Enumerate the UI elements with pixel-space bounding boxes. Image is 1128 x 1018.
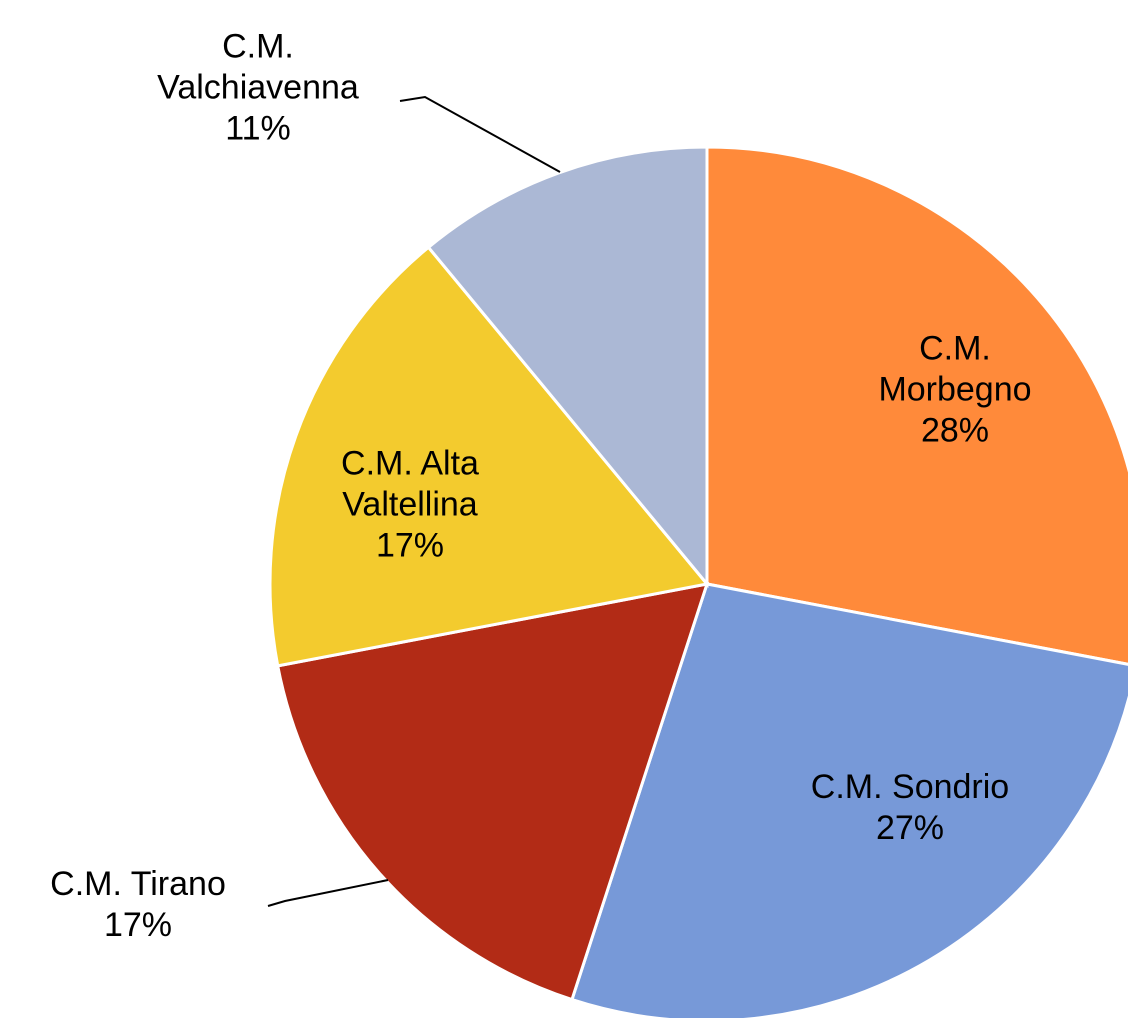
label-value: 17% — [375, 526, 445, 565]
label-name: C.M. Tirano — [50, 865, 226, 903]
label-name: C.M. Sondrio — [810, 768, 1010, 806]
pie-slice — [268, 245, 710, 668]
label-name: C.M. Alta Valtellina — [341, 444, 479, 524]
data-label: C.M. Alta Valtellina 17% — [305, 444, 515, 567]
label-value: 27% — [875, 809, 945, 847]
label-value: 28% — [920, 411, 990, 450]
pie-slice — [275, 582, 710, 1002]
label-name: C.M. Valchiavenna — [157, 27, 359, 107]
pie-slice — [705, 145, 1128, 666]
leader-line — [267, 879, 389, 907]
label-name: C.M. Morbegno — [878, 329, 1032, 409]
label-value: 17% — [103, 906, 173, 944]
data-label: C.M. Tirano 17% — [0, 864, 288, 946]
data-label: C.M. Sondrio 27% — [760, 767, 1060, 849]
leader-line — [399, 95, 561, 173]
data-label: C.M. Valchiavenna 11% — [133, 27, 383, 150]
pie-slice — [570, 582, 1128, 1018]
data-label: C.M. Morbegno 28% — [860, 329, 1050, 452]
label-value: 11% — [225, 109, 291, 148]
pie-slice — [426, 145, 709, 589]
